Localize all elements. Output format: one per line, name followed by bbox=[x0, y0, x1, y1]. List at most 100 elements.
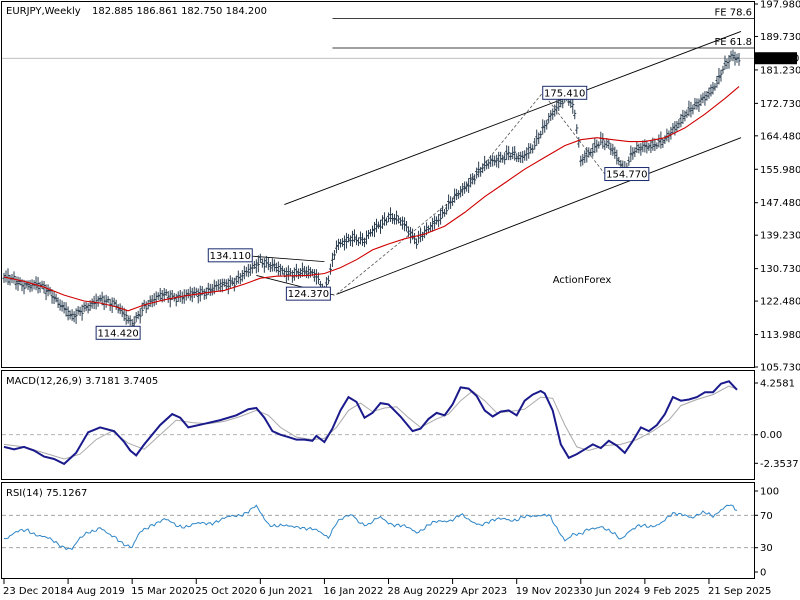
ohlc-bar bbox=[661, 138, 665, 148]
ohlc-bar bbox=[387, 212, 391, 223]
ohlc-bar bbox=[531, 144, 535, 154]
macd-y-tick-label: -2.3537 bbox=[760, 459, 799, 470]
price-annotation-label: 175.410 bbox=[544, 88, 585, 99]
ohlc-bar bbox=[401, 216, 405, 230]
ohlc-bar bbox=[505, 145, 509, 161]
symbol-label: EURJPY,Weekly bbox=[6, 6, 81, 17]
rsi-y-tick-label: 100 bbox=[760, 487, 779, 498]
ohlc-bar bbox=[443, 208, 447, 217]
ohlc-bar bbox=[689, 101, 693, 118]
x-tick-label: 9 Feb 2025 bbox=[644, 586, 700, 597]
ohlc-bar bbox=[342, 235, 346, 251]
ohlc-bar bbox=[128, 315, 132, 326]
ohlc-bar bbox=[637, 143, 641, 154]
ohlc-bar bbox=[717, 67, 721, 85]
rsi-y-tick-label: 70 bbox=[760, 511, 773, 522]
ohlc-bar bbox=[16, 276, 20, 291]
ohlc-bar bbox=[655, 142, 659, 150]
ohlc-bar bbox=[256, 255, 260, 273]
price-y-tick-label: 164.480 bbox=[760, 131, 800, 142]
x-tick-label: 30 Jun 2024 bbox=[580, 586, 640, 597]
ohlc-bar bbox=[208, 283, 212, 296]
ohlc-bar bbox=[615, 149, 619, 165]
ohlc-bar bbox=[607, 139, 611, 149]
ohlc-bar bbox=[54, 293, 58, 303]
ohlc-bar bbox=[18, 277, 22, 286]
ohlc-bar bbox=[186, 288, 190, 299]
ohlc-bar bbox=[224, 279, 228, 290]
ohlc-bar bbox=[575, 124, 579, 134]
macd-y-tick-label: 4.2581 bbox=[760, 379, 795, 390]
ohlc-bar bbox=[629, 145, 633, 162]
ohlc-bar bbox=[72, 311, 76, 323]
ohlc-bar bbox=[22, 279, 26, 295]
macd-layer: 4.2581 0.00 -2.3537 bbox=[2, 379, 799, 470]
ohlc-bar bbox=[298, 267, 302, 278]
ohlc-bar bbox=[64, 302, 68, 317]
ohlc-bar bbox=[70, 309, 74, 321]
ohlc-bar bbox=[671, 123, 675, 135]
ohlc-bar bbox=[529, 143, 533, 154]
x-tick-label: 25 Oct 2020 bbox=[195, 586, 257, 597]
ohlc-bar bbox=[296, 268, 300, 280]
ohlc-bar bbox=[82, 302, 86, 313]
ohlc-bar bbox=[677, 119, 681, 129]
price-y-tick-label: 113.980 bbox=[760, 330, 800, 341]
ohlc-bar bbox=[397, 215, 401, 224]
ohlc-bar bbox=[358, 231, 362, 245]
ohlc-bar bbox=[525, 147, 529, 161]
ohlc-bar bbox=[220, 278, 224, 293]
ohlc-bar bbox=[240, 270, 244, 282]
ohlc-bar bbox=[657, 134, 661, 148]
ohlc-bar bbox=[14, 276, 18, 290]
macd-panel bbox=[1, 370, 755, 480]
ohlc-bar bbox=[595, 139, 599, 153]
ohlc-bar bbox=[553, 104, 557, 117]
ohlc-bar bbox=[495, 154, 499, 168]
ohlc-bar bbox=[591, 143, 595, 157]
x-axis: 23 Dec 2018 4 Aug 2019 15 Mar 2020 25 Oct 2… bbox=[3, 579, 771, 597]
price-annotation: 154.770 bbox=[604, 167, 650, 182]
ohlc-bar bbox=[196, 288, 200, 304]
ohlc-bar bbox=[334, 240, 338, 254]
ohlc-bar bbox=[232, 277, 236, 292]
x-tick-label: 4 Aug 2019 bbox=[67, 586, 125, 597]
ohlc-bar bbox=[98, 294, 102, 303]
ohlc-bar bbox=[601, 133, 605, 149]
price-layer: 197.980 189.730 181.230 172.730 164.480 155.9… bbox=[2, 0, 800, 374]
ohlc-bar bbox=[517, 152, 521, 163]
ohlc-bar bbox=[719, 69, 723, 82]
rsi-y-tick-label: 0 bbox=[760, 568, 766, 579]
ohlc-bar bbox=[393, 213, 397, 225]
ohlc-bar bbox=[52, 291, 56, 305]
ohlc-bar bbox=[148, 295, 152, 307]
ohlc-bar bbox=[503, 152, 507, 165]
ohlc-bar bbox=[174, 293, 178, 307]
ohlc-bar bbox=[597, 141, 601, 149]
ohlc-bar bbox=[523, 150, 527, 161]
fib-level-label: FE 61.8 bbox=[714, 37, 752, 48]
channel-lower-line bbox=[336, 137, 742, 295]
rsi-y-tick-label: 30 bbox=[760, 543, 773, 554]
ohlc-bar bbox=[431, 217, 435, 232]
ohlc-bar bbox=[441, 205, 445, 219]
ohlc-bar bbox=[421, 231, 425, 241]
ohlc-bar bbox=[138, 308, 142, 324]
ohlc-bar bbox=[549, 110, 553, 121]
ohlc-bar bbox=[391, 213, 395, 224]
ohlc-bar bbox=[350, 230, 354, 247]
ohlc-bar bbox=[611, 143, 615, 156]
ohlc-bar bbox=[501, 154, 505, 163]
moving-average-line bbox=[3, 86, 740, 312]
ohlc-bar bbox=[555, 100, 559, 115]
price-annotation: 114.420 bbox=[95, 325, 141, 340]
ohlc-bar bbox=[288, 267, 292, 277]
ohlc-bar bbox=[266, 257, 270, 271]
ohlc-bar bbox=[703, 91, 707, 106]
ohlc-bar bbox=[727, 55, 731, 69]
ohlc-bar bbox=[312, 269, 316, 282]
ohlc-bar bbox=[411, 228, 415, 240]
ohlc-bar bbox=[429, 222, 433, 233]
ohlc-bar bbox=[222, 278, 226, 287]
